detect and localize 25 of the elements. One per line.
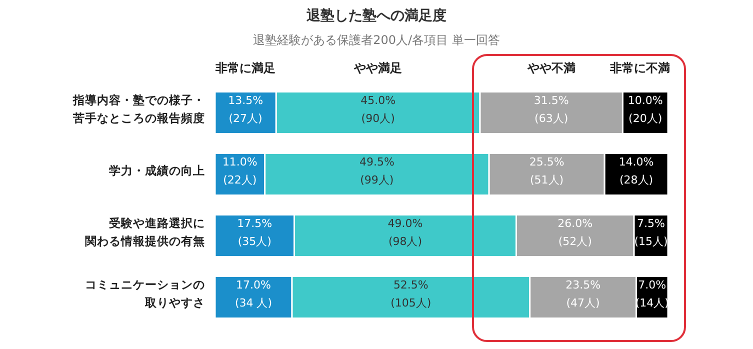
- data-label: 25.5% (51人): [529, 155, 564, 186]
- data-label: 26.0% (52人): [558, 216, 593, 248]
- data-label: 49.5% (99人): [359, 155, 394, 186]
- series-label: 非常に満足: [214, 61, 276, 75]
- data-label: 17.5% (35人): [237, 216, 272, 248]
- y-tick-label: 学力・成績の向上: [109, 163, 205, 178]
- series-label: 非常に不満: [609, 61, 670, 75]
- chart-title: 退塾した塾への満足度: [306, 7, 446, 24]
- data-label: 23.5% (47人): [566, 278, 601, 310]
- data-label: 17.0% (34 人): [234, 278, 272, 310]
- y-tick-label: 指導内容・塾での様子・苦手なところの報告頻度: [72, 92, 205, 125]
- data-label: 31.5% (63人): [534, 94, 569, 125]
- data-label: 49.0% (98人): [388, 216, 423, 248]
- data-label: 52.5% (105人): [390, 278, 432, 310]
- series-label: やや満足: [353, 61, 402, 75]
- chart-subtitle: 退塾経験がある保護者200人/各項目 単一回答: [253, 33, 500, 47]
- data-label: 11.0% (22人): [222, 155, 258, 186]
- series-label: やや不満: [526, 61, 576, 75]
- y-tick-label: コミュニケーションの取りやすさ: [85, 277, 205, 310]
- y-tick-label: 受験や進路選択に関わる情報提供の有無: [85, 216, 205, 248]
- data-label: 13.5% (27人): [228, 94, 264, 125]
- data-label: 7.5% (15人): [634, 216, 668, 248]
- data-label: 14.0% (28人): [618, 155, 654, 186]
- data-label: 10.0% (20人): [628, 94, 663, 125]
- data-label: 45.0% (90人): [360, 94, 396, 125]
